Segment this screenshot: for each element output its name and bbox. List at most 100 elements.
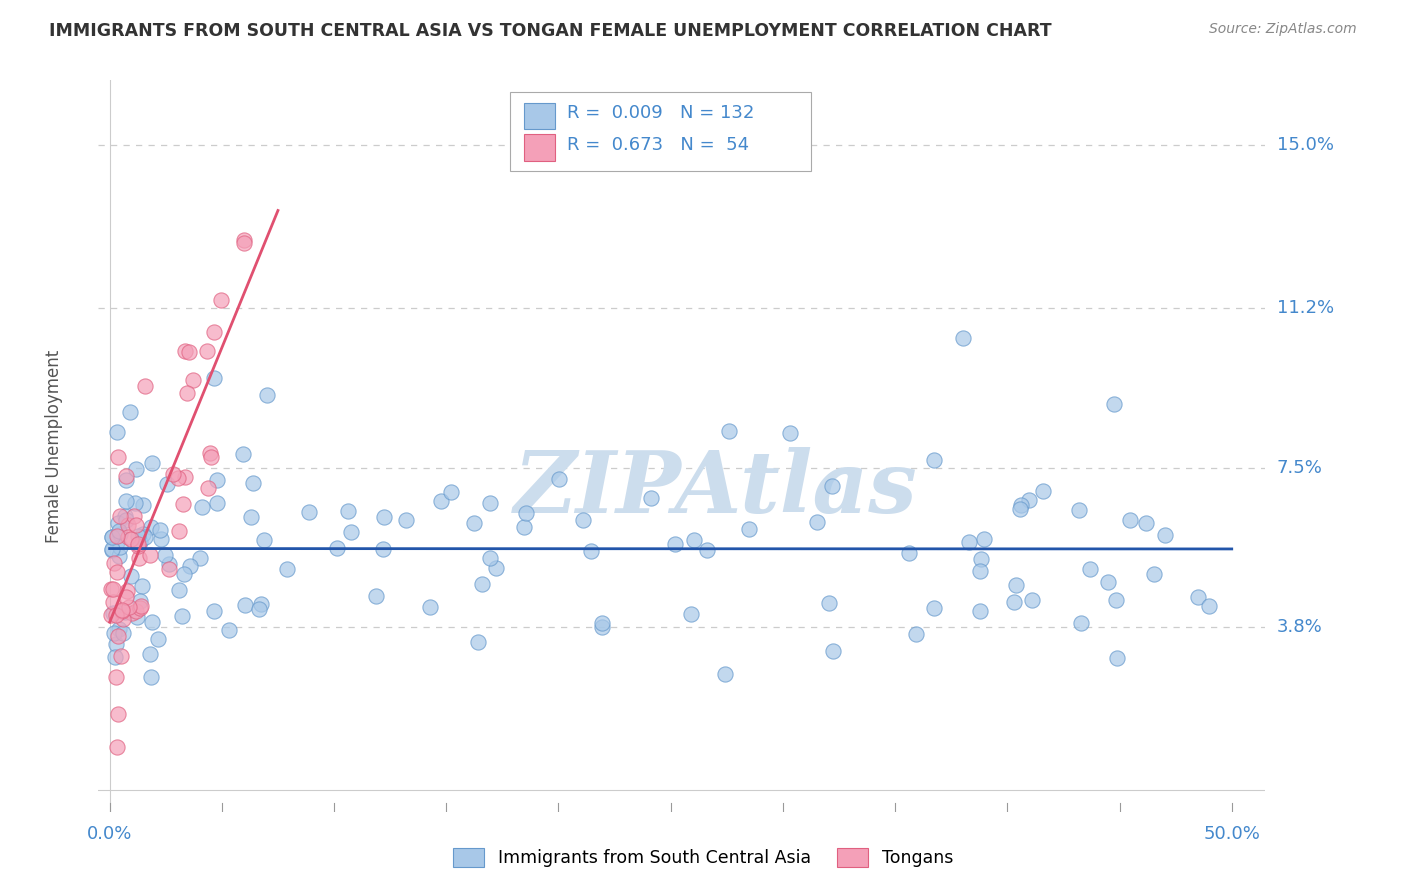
Text: 0.0%: 0.0% (87, 824, 132, 843)
Point (233, 599, 256, 613)
Point (114, 605, 136, 619)
Point (104, 650, 127, 665)
Point (108, 540, 131, 554)
Point (1102, 397, 1125, 411)
Point (181, 373, 204, 387)
Text: Source: ZipAtlas.com: Source: ZipAtlas.com (1209, 22, 1357, 37)
Point (107, 622, 129, 636)
Point (105, 607, 128, 622)
Point (127, 537, 149, 551)
Point (115, 469, 138, 483)
Point (202, 371, 225, 385)
Point (200, 450, 222, 464)
Point (105, 425, 128, 439)
Point (973, 532, 995, 546)
Point (1105, 592, 1128, 607)
Point (110, 527, 132, 541)
Point (131, 599, 153, 613)
Point (101, 530, 124, 544)
Point (128, 551, 150, 566)
Point (108, 524, 131, 539)
Point (969, 564, 991, 578)
Point (139, 548, 162, 562)
Point (148, 632, 170, 646)
Point (957, 535, 980, 549)
Point (101, 582, 124, 596)
Point (112, 626, 135, 640)
Point (572, 513, 595, 527)
Point (371, 542, 394, 557)
Point (134, 530, 156, 544)
Point (256, 387, 278, 401)
Point (1119, 513, 1142, 527)
Point (179, 344, 201, 359)
Point (1135, 516, 1157, 530)
Point (122, 509, 145, 524)
Point (173, 567, 195, 582)
Point (817, 597, 839, 611)
Point (1010, 498, 1032, 512)
Point (513, 520, 536, 534)
Point (157, 557, 180, 571)
Point (115, 473, 138, 487)
Point (276, 562, 298, 576)
Point (1032, 484, 1054, 499)
Point (173, 470, 195, 484)
Point (202, 604, 225, 618)
Point (101, 542, 124, 557)
Point (1080, 562, 1102, 576)
Point (969, 604, 991, 618)
Point (127, 529, 149, 543)
Text: 11.2%: 11.2% (1277, 300, 1334, 318)
Point (167, 471, 190, 485)
Point (471, 577, 494, 591)
Point (806, 516, 828, 530)
Point (173, 344, 195, 359)
Point (591, 620, 613, 634)
Point (107, 549, 129, 563)
Point (664, 536, 686, 550)
Point (681, 607, 703, 621)
Point (167, 583, 190, 598)
Point (1187, 591, 1209, 605)
Point (478, 551, 501, 566)
Point (125, 610, 148, 624)
Point (218, 624, 240, 638)
Point (141, 615, 163, 629)
Point (922, 452, 945, 467)
Point (132, 498, 155, 512)
Point (115, 590, 138, 604)
Point (515, 506, 537, 520)
Point (924, 601, 946, 615)
Point (419, 599, 441, 614)
Point (101, 606, 124, 620)
Point (105, 566, 128, 580)
Point (440, 485, 463, 500)
Point (179, 559, 201, 574)
Point (239, 510, 262, 524)
Point (111, 604, 134, 618)
Point (103, 556, 125, 570)
Point (463, 516, 485, 530)
Point (128, 601, 150, 615)
Point (128, 593, 150, 607)
Point (107, 516, 129, 530)
Text: IMMIGRANTS FROM SOUTH CENTRAL ASIA VS TONGAN FEMALE UNEMPLOYMENT CORRELATION CHA: IMMIGRANTS FROM SOUTH CENTRAL ASIA VS TO… (49, 22, 1052, 40)
Bar (524, 134, 555, 161)
Point (153, 549, 176, 563)
Point (107, 450, 129, 465)
Point (591, 616, 613, 631)
Point (191, 500, 214, 515)
Point (124, 495, 146, 509)
Point (1005, 578, 1028, 592)
Point (1008, 502, 1031, 516)
Text: R =  0.673   N =  54: R = 0.673 N = 54 (567, 136, 749, 154)
Point (242, 476, 264, 491)
Point (188, 551, 211, 566)
Point (117, 518, 139, 533)
Point (117, 529, 139, 543)
Point (905, 627, 928, 641)
Point (485, 561, 508, 575)
Point (100, 608, 122, 623)
Point (198, 446, 221, 460)
